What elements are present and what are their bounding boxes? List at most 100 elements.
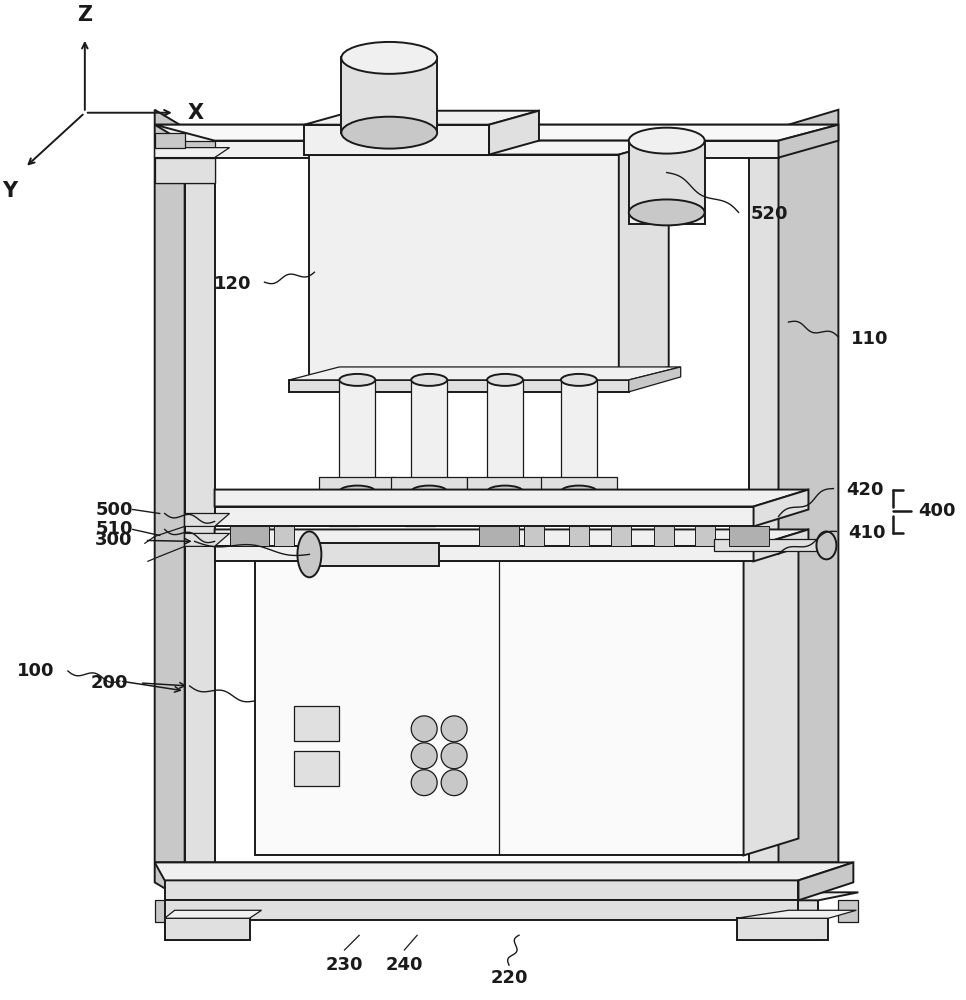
Polygon shape — [739, 892, 859, 900]
Polygon shape — [619, 141, 668, 382]
Polygon shape — [185, 533, 230, 546]
Polygon shape — [629, 367, 681, 392]
Polygon shape — [744, 546, 799, 855]
Polygon shape — [295, 751, 339, 786]
Polygon shape — [629, 210, 704, 224]
Text: Z: Z — [77, 5, 93, 25]
Polygon shape — [489, 111, 539, 155]
Ellipse shape — [487, 486, 523, 498]
Text: 420: 420 — [846, 481, 884, 499]
Polygon shape — [468, 477, 543, 492]
Polygon shape — [214, 507, 753, 526]
Polygon shape — [155, 125, 838, 141]
Polygon shape — [753, 490, 809, 526]
Polygon shape — [753, 529, 809, 561]
Polygon shape — [378, 502, 402, 510]
Polygon shape — [329, 511, 359, 526]
Text: 100: 100 — [17, 662, 55, 680]
Polygon shape — [412, 380, 447, 492]
Polygon shape — [185, 128, 214, 900]
Polygon shape — [728, 526, 769, 546]
Polygon shape — [258, 511, 288, 526]
Text: X: X — [187, 103, 204, 123]
Polygon shape — [155, 900, 185, 922]
Polygon shape — [569, 526, 589, 546]
Polygon shape — [155, 125, 838, 143]
Polygon shape — [524, 526, 544, 546]
Polygon shape — [230, 526, 270, 546]
Polygon shape — [611, 526, 631, 546]
Polygon shape — [385, 502, 409, 510]
Polygon shape — [479, 526, 519, 546]
Polygon shape — [214, 141, 779, 158]
Ellipse shape — [412, 716, 438, 742]
Text: 510: 510 — [96, 520, 132, 538]
Text: 300: 300 — [96, 531, 132, 549]
Ellipse shape — [339, 374, 375, 386]
Polygon shape — [214, 490, 809, 507]
Polygon shape — [405, 511, 435, 526]
Polygon shape — [155, 862, 838, 880]
Polygon shape — [737, 918, 829, 940]
Polygon shape — [838, 900, 859, 922]
Polygon shape — [799, 862, 853, 900]
Polygon shape — [164, 880, 799, 900]
Polygon shape — [185, 880, 779, 900]
Ellipse shape — [341, 42, 438, 74]
Ellipse shape — [629, 199, 704, 225]
Text: Y: Y — [3, 181, 17, 201]
Ellipse shape — [441, 716, 468, 742]
Polygon shape — [164, 918, 249, 940]
Text: 220: 220 — [491, 969, 527, 987]
Polygon shape — [155, 862, 853, 880]
Polygon shape — [155, 148, 230, 158]
Polygon shape — [541, 477, 617, 492]
Text: 120: 120 — [214, 275, 251, 293]
Ellipse shape — [412, 770, 438, 796]
Polygon shape — [304, 111, 539, 125]
Polygon shape — [214, 529, 809, 546]
Polygon shape — [304, 125, 489, 155]
Polygon shape — [309, 543, 440, 566]
Polygon shape — [164, 900, 244, 940]
Polygon shape — [417, 511, 441, 519]
Polygon shape — [238, 526, 258, 546]
Text: 500: 500 — [96, 501, 132, 519]
Ellipse shape — [816, 531, 837, 559]
Polygon shape — [561, 380, 597, 492]
Polygon shape — [345, 511, 369, 519]
Polygon shape — [479, 511, 509, 526]
Polygon shape — [479, 526, 499, 546]
Polygon shape — [341, 57, 438, 133]
Ellipse shape — [412, 374, 447, 386]
Polygon shape — [214, 546, 753, 561]
Ellipse shape — [298, 531, 322, 577]
Polygon shape — [457, 502, 481, 510]
Polygon shape — [290, 380, 629, 392]
Polygon shape — [607, 502, 631, 510]
Text: 230: 230 — [326, 956, 363, 974]
Polygon shape — [714, 539, 818, 551]
Polygon shape — [164, 910, 262, 918]
Polygon shape — [164, 900, 799, 920]
Ellipse shape — [441, 743, 468, 769]
Polygon shape — [739, 900, 818, 940]
Polygon shape — [290, 367, 681, 380]
Polygon shape — [155, 862, 838, 880]
Ellipse shape — [341, 117, 438, 149]
Polygon shape — [155, 141, 214, 158]
Text: 110: 110 — [851, 330, 889, 348]
Polygon shape — [533, 502, 556, 510]
Polygon shape — [185, 513, 230, 526]
Polygon shape — [309, 141, 668, 155]
Polygon shape — [309, 155, 619, 382]
Ellipse shape — [412, 743, 438, 769]
Polygon shape — [155, 110, 185, 900]
Polygon shape — [155, 158, 214, 183]
Polygon shape — [749, 128, 779, 900]
Polygon shape — [305, 502, 329, 510]
Polygon shape — [320, 477, 395, 492]
Polygon shape — [779, 110, 838, 900]
Polygon shape — [629, 141, 704, 212]
Polygon shape — [185, 128, 779, 143]
